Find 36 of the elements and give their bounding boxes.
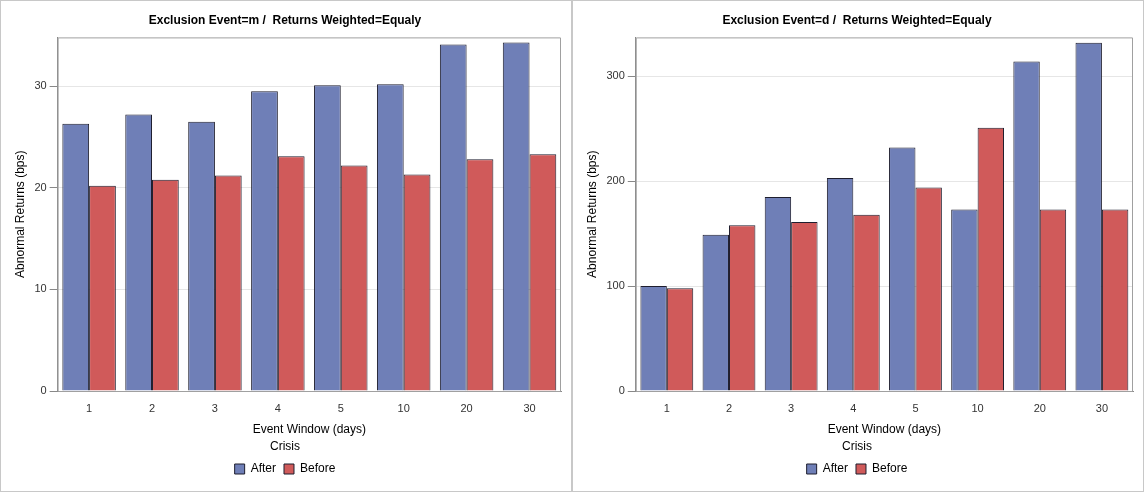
x-tick-label: 4 (274, 401, 281, 414)
legend-label: Before (299, 461, 336, 476)
x-tick-label: 1 (86, 401, 93, 414)
legend-title: Crisis (842, 438, 872, 453)
x-tick-label: 30 (523, 401, 536, 414)
x-tick-label: 2 (725, 401, 733, 414)
y-tick-label: 10 (34, 282, 47, 295)
y-tick-label: 0 (618, 384, 625, 397)
x-tick-label: 3 (788, 401, 795, 414)
y-tick-label: 300 (606, 69, 625, 82)
legend-title: Crisis (270, 438, 300, 453)
x-tick-label: 4 (850, 401, 857, 414)
x-axis-title: Event Window (days) (252, 421, 367, 436)
chart-title: Exclusion Event=m / Returns Weighted=Equaly (148, 12, 422, 27)
x-tick-label: 20 (1033, 401, 1046, 414)
y-tick-label: 20 (34, 180, 47, 193)
x-tick-label: 2 (148, 401, 156, 414)
x-tick-label: 1 (663, 401, 670, 414)
y-tick-label: 0 (40, 384, 47, 397)
x-tick-label: 5 (337, 401, 344, 414)
x-tick-label: 10 (971, 401, 984, 414)
x-tick-label: 30 (1095, 401, 1109, 414)
x-tick-label: 20 (460, 401, 473, 414)
legend-label: After (822, 461, 848, 476)
y-tick-label: 100 (606, 279, 625, 292)
legend-label: After (250, 461, 276, 476)
x-tick-label: 5 (912, 401, 919, 414)
y-tick-label: 200 (606, 174, 625, 187)
y-tick-label: 30 (34, 79, 47, 92)
legend-label: Before (871, 461, 908, 476)
x-axis-title: Event Window (days) (827, 421, 942, 436)
y-axis-title: Abnormal Returns (bps) (12, 150, 27, 278)
x-tick-label: 3 (211, 401, 218, 414)
y-axis-title: Abnormal Returns (bps) (584, 150, 599, 278)
x-tick-label: 10 (397, 401, 410, 414)
chart-title: Exclusion Event=d / Returns Weighted=Equaly (722, 12, 992, 27)
